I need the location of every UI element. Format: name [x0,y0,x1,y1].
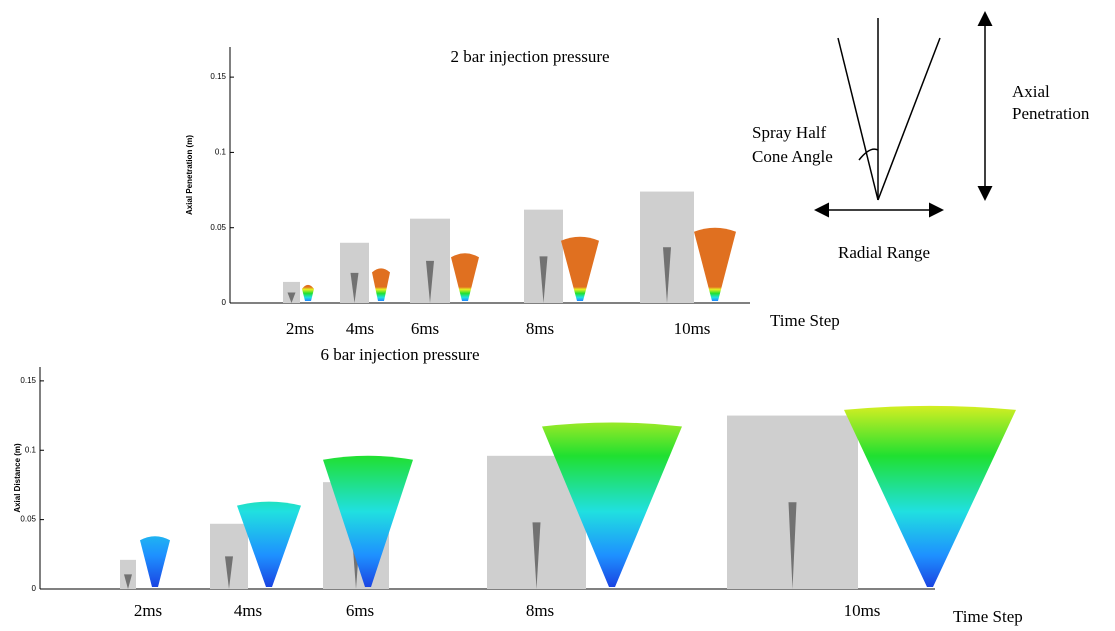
simulation-cone [844,406,1016,587]
cone-edge [838,38,878,200]
x-tick-label: 6ms [346,601,374,620]
angle-label: Cone Angle [752,147,833,166]
x-tick-label: 4ms [346,319,374,338]
y-tick-label: 0.15 [210,72,226,81]
angle-label: Spray Half [752,123,826,142]
x-tick-label: 6ms [411,319,439,338]
x-tick-label: 4ms [234,601,262,620]
simulation-cone [302,285,314,301]
x-tick-label: 8ms [526,601,554,620]
simulation-cone [561,237,599,301]
x-tick-label: 2ms [134,601,162,620]
axial-label: Axial [1012,82,1050,101]
cone-edge [878,38,940,200]
y-tick-label: 0.05 [210,223,226,232]
chart-title: 2 bar injection pressure [450,47,609,66]
y-tick-label: 0 [222,298,227,307]
x-tick-label: 2ms [286,319,314,338]
y-tick-label: 0 [32,584,37,593]
simulation-cone [140,536,170,587]
chart-title: 6 bar injection pressure [320,345,479,364]
angle-arc [859,149,878,160]
x-axis-label: Time Step [953,607,1023,626]
y-tick-label: 0.1 [25,445,37,454]
radial-label: Radial Range [838,243,930,262]
y-axis-label: Axial Distance (m) [13,443,22,513]
simulation-cone [372,268,390,301]
x-tick-label: 10ms [844,601,881,620]
y-axis-label: Axial Penetration (m) [185,135,194,215]
simulation-cone [451,253,479,301]
x-tick-label: 8ms [526,319,554,338]
x-axis-label: Time Step [770,311,840,330]
y-tick-label: 0.1 [215,148,227,157]
axial-label: Penetration [1012,104,1090,123]
y-tick-label: 0.05 [20,515,36,524]
simulation-cone [694,228,736,301]
diagram [817,14,985,210]
x-tick-label: 10ms [674,319,711,338]
y-tick-label: 0.15 [20,376,36,385]
figure: Spray Half Cone Angle Axial Penetration … [0,0,1115,631]
